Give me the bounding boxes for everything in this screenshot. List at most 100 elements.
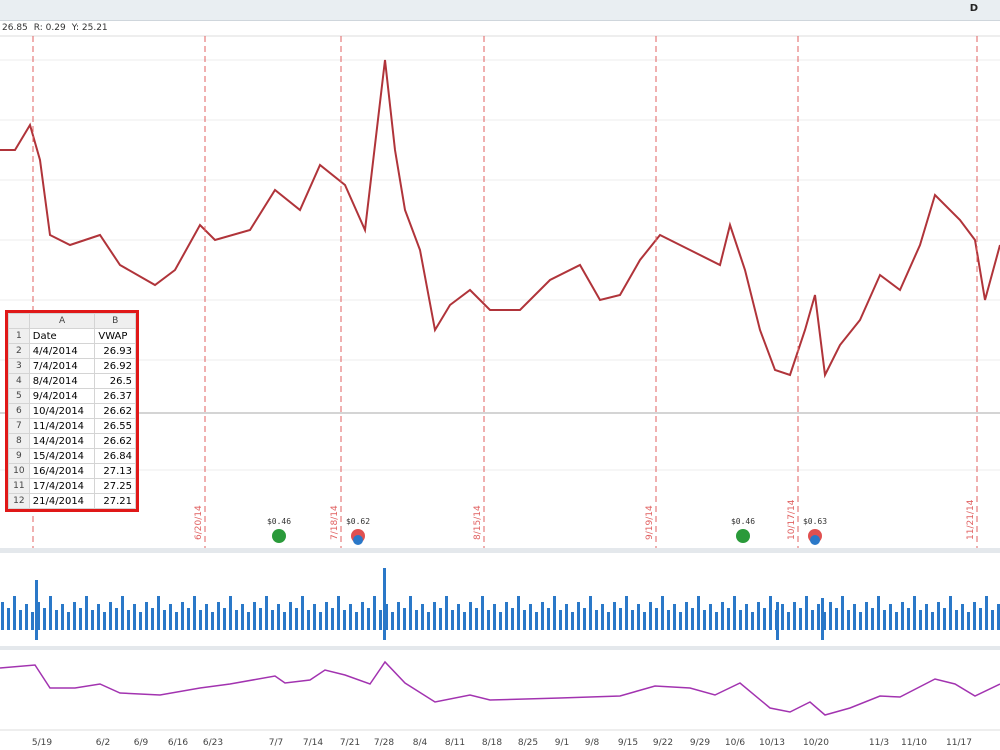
x-tick-label: 7/21 bbox=[340, 738, 360, 748]
event-icon bbox=[353, 535, 363, 545]
table-row: 11 17/4/2014 27.25 bbox=[8, 478, 136, 494]
x-tick-label: 9/22 bbox=[653, 738, 673, 748]
table-row: 6 10/4/2014 26.62 bbox=[8, 403, 136, 419]
indicator-path bbox=[0, 660, 1000, 716]
cell: 8/4/2014 bbox=[28, 373, 96, 389]
table-row: 8 14/4/2014 26.62 bbox=[8, 433, 136, 449]
x-tick-label: 8/11 bbox=[445, 738, 465, 748]
x-tick-label: 6/2 bbox=[96, 738, 110, 748]
event-label: 11/21/14 bbox=[966, 499, 976, 540]
cell: 17/4/2014 bbox=[28, 478, 96, 494]
row-number: 2 bbox=[8, 343, 30, 359]
cell: VWAP bbox=[94, 328, 136, 344]
column-header: B bbox=[94, 313, 136, 329]
x-tick-label: 8/4 bbox=[413, 738, 428, 748]
table-row: 3 7/4/2014 26.92 bbox=[8, 358, 136, 374]
x-tick-label: 10/20 bbox=[803, 738, 829, 748]
cell: 27.21 bbox=[94, 493, 136, 509]
cell: 10/4/2014 bbox=[28, 403, 96, 419]
cell: 11/4/2014 bbox=[28, 418, 96, 434]
toolbar: D bbox=[0, 0, 1000, 21]
x-tick-label: 9/1 bbox=[555, 738, 569, 748]
cell: Date bbox=[28, 328, 96, 344]
dividend-label: $0.46 bbox=[731, 517, 755, 526]
readout: 26.85 R: 0.29 Y: 25.21 bbox=[2, 23, 114, 33]
corner-cell bbox=[8, 313, 30, 329]
readout-value: Y: 25.21 bbox=[71, 23, 108, 33]
event-label: 10/17/14 bbox=[787, 499, 797, 540]
divider bbox=[0, 548, 1000, 553]
divider bbox=[0, 646, 1000, 650]
readout-value: R: 0.29 bbox=[33, 23, 66, 33]
dividend-label: $0.62 bbox=[346, 517, 370, 526]
cell: 26.37 bbox=[94, 388, 136, 404]
x-tick-label: 6/23 bbox=[203, 738, 223, 748]
spreadsheet: A B 1 Date VWAP 2 4/4/2014 26.93 3 7/4/2014 26.92 4… bbox=[5, 310, 139, 512]
price-path bbox=[0, 59, 1000, 379]
event-label: 6/20/14 bbox=[194, 505, 204, 540]
row-number: 6 bbox=[8, 403, 30, 419]
table-row: 7 11/4/2014 26.55 bbox=[8, 418, 136, 434]
x-tick-label: 7/28 bbox=[374, 738, 394, 748]
volume-spikes bbox=[35, 568, 824, 640]
x-tick-label: 6/9 bbox=[134, 738, 149, 748]
readout-value: 26.85 bbox=[2, 23, 28, 33]
x-tick-label: 10/6 bbox=[725, 738, 745, 748]
event-icon bbox=[810, 535, 820, 545]
row-number: 11 bbox=[8, 478, 30, 494]
row-number: 4 bbox=[8, 373, 30, 389]
cell: 26.84 bbox=[94, 448, 136, 464]
row-number: 7 bbox=[8, 418, 30, 434]
row-number: 1 bbox=[8, 328, 30, 344]
table-row: 5 9/4/2014 26.37 bbox=[8, 388, 136, 404]
cell: 7/4/2014 bbox=[28, 358, 96, 374]
x-tick-label: 6/16 bbox=[168, 738, 188, 748]
dividend-icon bbox=[736, 529, 750, 543]
toolbar-button[interactable]: D bbox=[969, 3, 978, 14]
dividend-label: $0.63 bbox=[803, 517, 827, 526]
dividend-label: $0.46 bbox=[267, 517, 291, 526]
cell: 16/4/2014 bbox=[28, 463, 96, 479]
table-row: 12 21/4/2014 27.21 bbox=[8, 493, 136, 509]
x-tick-label: 11/17 bbox=[946, 738, 972, 748]
row-number: 12 bbox=[8, 493, 30, 509]
x-tick-label: 11/10 bbox=[901, 738, 927, 748]
row-number: 9 bbox=[8, 448, 30, 464]
volume-bars bbox=[0, 555, 1000, 645]
cell: 26.93 bbox=[94, 343, 136, 359]
grid bbox=[0, 59, 1000, 471]
x-tick-label: 11/3 bbox=[869, 738, 889, 748]
cell: 26.62 bbox=[94, 433, 136, 449]
x-tick-label: 7/7 bbox=[269, 738, 283, 748]
table-row: 1 Date VWAP bbox=[8, 328, 136, 344]
x-tick-label: 8/25 bbox=[518, 738, 538, 748]
table-row: 9 15/4/2014 26.84 bbox=[8, 448, 136, 464]
event-label: 8/15/14 bbox=[473, 505, 483, 540]
event-label: 7/18/14 bbox=[330, 505, 340, 540]
row-number: 10 bbox=[8, 463, 30, 479]
column-header: A bbox=[28, 313, 96, 329]
cell: 27.13 bbox=[94, 463, 136, 479]
row-number: 5 bbox=[8, 388, 30, 404]
x-tick-label: 9/15 bbox=[618, 738, 638, 748]
x-tick-label: 7/14 bbox=[303, 738, 323, 748]
x-tick-label: 9/8 bbox=[585, 738, 600, 748]
cell: 4/4/2014 bbox=[28, 343, 96, 359]
cell: 15/4/2014 bbox=[28, 448, 96, 464]
cell: 26.92 bbox=[94, 358, 136, 374]
x-tick-label: 5/19 bbox=[32, 738, 52, 748]
dividend-icon bbox=[272, 529, 286, 543]
cell: 26.5 bbox=[94, 373, 136, 389]
event-label: 9/19/14 bbox=[645, 505, 655, 540]
cell: 21/4/2014 bbox=[28, 493, 96, 509]
table-row: 2 4/4/2014 26.93 bbox=[8, 343, 136, 359]
table-row: 10 16/4/2014 27.13 bbox=[8, 463, 136, 479]
x-tick-label: 8/18 bbox=[482, 738, 502, 748]
cell: 26.55 bbox=[94, 418, 136, 434]
cell: 26.62 bbox=[94, 403, 136, 419]
cell: 27.25 bbox=[94, 478, 136, 494]
cell: 14/4/2014 bbox=[28, 433, 96, 449]
